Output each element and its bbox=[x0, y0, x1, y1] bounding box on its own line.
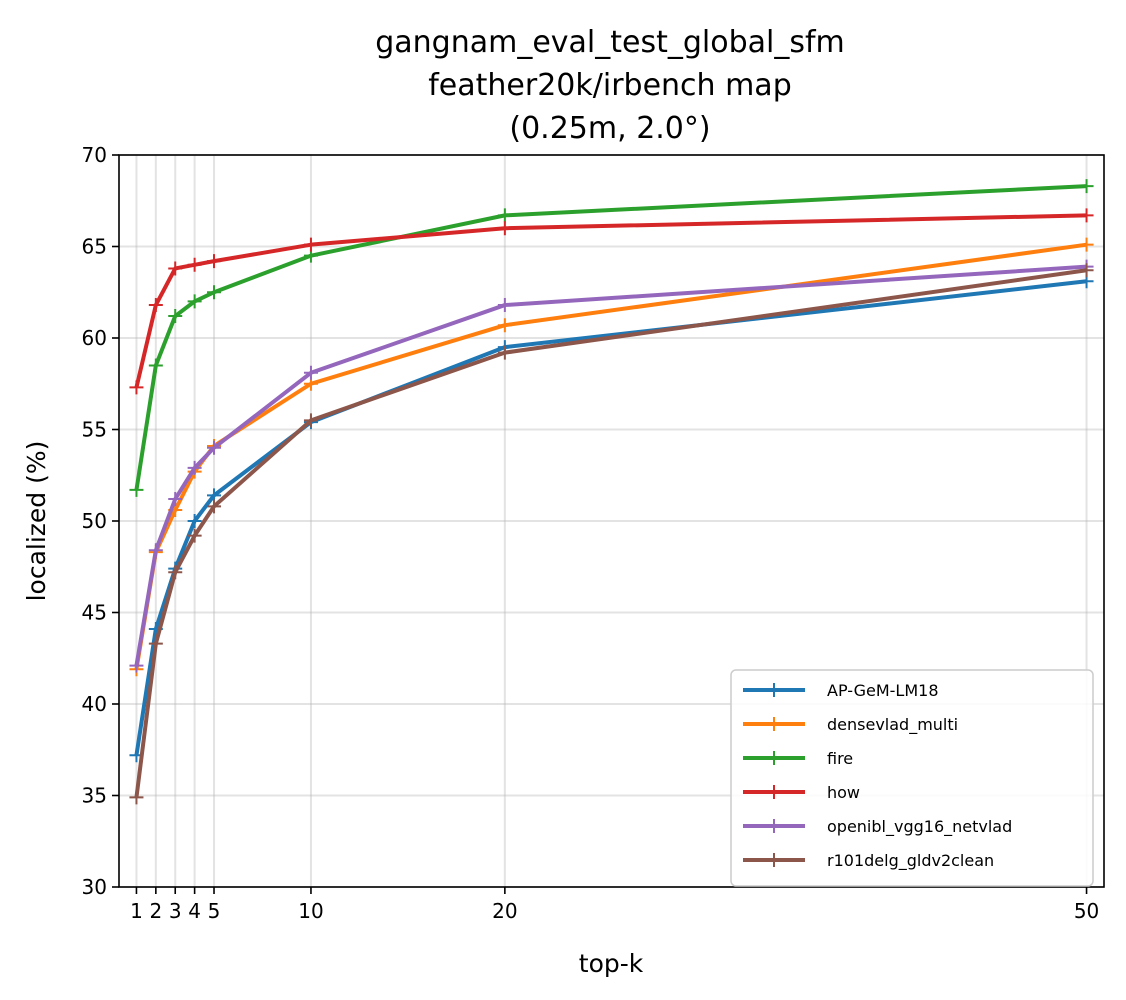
x-tick-label: 3 bbox=[169, 899, 182, 923]
legend-item: fire bbox=[743, 749, 853, 768]
y-axis-label: localized (%) bbox=[22, 441, 51, 602]
legend-item: r101delg_gldv2clean bbox=[743, 851, 994, 871]
data-point bbox=[303, 237, 318, 252]
data-point bbox=[497, 208, 512, 223]
y-tick-label: 35 bbox=[82, 784, 107, 808]
data-point bbox=[187, 514, 202, 528]
series-line bbox=[134, 242, 1087, 670]
data-point bbox=[148, 636, 163, 651]
series-how bbox=[129, 208, 1094, 395]
chart-title-line: gangnam_eval_test_global_sfm bbox=[375, 25, 845, 60]
legend-label: fire bbox=[827, 749, 853, 768]
data-point bbox=[187, 460, 202, 475]
data-point bbox=[148, 298, 163, 313]
legend-label: AP-GeM-LM18 bbox=[827, 681, 939, 700]
data-point bbox=[1079, 263, 1094, 278]
x-tick-label: 50 bbox=[1074, 899, 1099, 923]
y-tick-label: 40 bbox=[82, 692, 107, 716]
data-point bbox=[129, 790, 144, 805]
series-openibl_vgg16_netvlad bbox=[129, 259, 1094, 673]
data-point bbox=[168, 565, 183, 580]
x-axis-ticks: 1 2 3 4 5 10 20 50 bbox=[130, 887, 1099, 923]
data-point bbox=[168, 309, 183, 324]
series-fire bbox=[129, 179, 1094, 497]
data-point bbox=[168, 261, 183, 276]
y-tick-label: 65 bbox=[82, 235, 107, 259]
data-point bbox=[303, 413, 318, 428]
y-axis-ticks: 30 35 40 45 50 55 60 65 70 bbox=[82, 143, 119, 899]
data-point bbox=[497, 221, 512, 236]
legend-item: densevlad_multi bbox=[743, 715, 958, 735]
legend-marker bbox=[767, 683, 781, 697]
data-point bbox=[1079, 237, 1094, 252]
data-point bbox=[497, 318, 512, 333]
x-tick-label: 4 bbox=[188, 899, 201, 923]
chart-title: gangnam_eval_test_global_sfm feather20k/… bbox=[375, 25, 845, 146]
data-point bbox=[187, 257, 202, 272]
data-point bbox=[207, 285, 222, 300]
x-tick-label: 2 bbox=[149, 899, 162, 923]
data-point bbox=[187, 528, 202, 543]
series-line bbox=[134, 268, 1087, 798]
legend-marker bbox=[767, 819, 781, 833]
y-tick-label: 70 bbox=[82, 143, 107, 167]
legend-item: AP-GeM-LM18 bbox=[743, 681, 939, 700]
legend-item: openibl_vgg16_netvlad bbox=[743, 817, 1012, 837]
data-point bbox=[1079, 179, 1094, 194]
data-point bbox=[148, 358, 163, 373]
y-tick-label: 50 bbox=[82, 509, 107, 533]
chart-title-line: (0.25m, 2.0°) bbox=[509, 111, 710, 146]
legend-item: how bbox=[743, 783, 860, 802]
x-tick-label: 1 bbox=[130, 899, 143, 923]
data-point bbox=[303, 365, 318, 380]
y-tick-label: 45 bbox=[82, 601, 107, 625]
data-point bbox=[129, 658, 144, 673]
legend-marker bbox=[767, 853, 781, 867]
data-point bbox=[207, 499, 222, 514]
series-line bbox=[134, 184, 1087, 491]
x-tick-label: 5 bbox=[208, 899, 221, 923]
legend-marker bbox=[767, 751, 781, 765]
data-point bbox=[497, 298, 512, 313]
series-r101delg_gldv2clean bbox=[129, 263, 1094, 805]
series-lines bbox=[129, 179, 1094, 805]
legend-label: r101delg_gldv2clean bbox=[827, 851, 994, 871]
x-axis-label: top-k bbox=[579, 949, 644, 978]
data-point bbox=[187, 294, 202, 309]
data-point bbox=[129, 482, 144, 497]
series-line bbox=[134, 213, 1087, 388]
legend-label: how bbox=[827, 783, 860, 802]
data-point bbox=[168, 492, 183, 507]
legend-marker bbox=[767, 785, 781, 799]
data-point bbox=[207, 254, 222, 269]
data-point bbox=[207, 440, 222, 455]
y-tick-label: 60 bbox=[82, 326, 107, 350]
series-densevlad_multi bbox=[129, 237, 1094, 677]
y-tick-label: 30 bbox=[82, 875, 107, 899]
series-line bbox=[134, 264, 1087, 666]
x-tick-label: 20 bbox=[492, 899, 517, 923]
data-point bbox=[1079, 208, 1094, 223]
x-tick-label: 10 bbox=[298, 899, 323, 923]
data-point bbox=[497, 345, 512, 360]
legend-marker bbox=[767, 717, 781, 731]
data-point bbox=[148, 543, 163, 558]
series-line bbox=[134, 279, 1087, 756]
y-tick-label: 55 bbox=[82, 418, 107, 442]
legend-box bbox=[730, 669, 1094, 887]
data-point bbox=[129, 380, 144, 395]
legend-label: densevlad_multi bbox=[827, 715, 958, 735]
legend-label: openibl_vgg16_netvlad bbox=[827, 817, 1012, 837]
chart-title-line: feather20k/irbench map bbox=[428, 68, 792, 103]
